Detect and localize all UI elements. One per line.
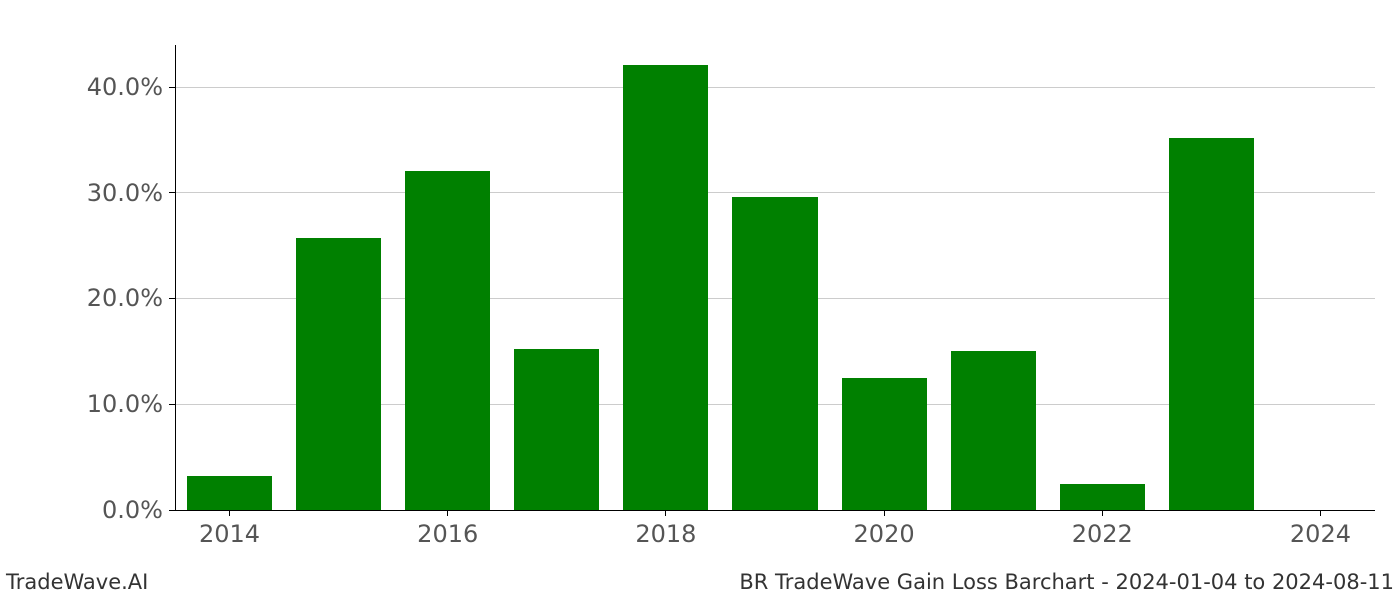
x-axis-line — [175, 510, 1375, 511]
y-tick-mark — [169, 404, 175, 405]
x-tick-mark — [447, 510, 448, 516]
bar — [187, 476, 272, 510]
footer-left-label: TradeWave.AI — [6, 570, 148, 594]
bar — [732, 197, 817, 510]
y-tick-mark — [169, 298, 175, 299]
x-tick-mark — [665, 510, 666, 516]
bar — [623, 65, 708, 510]
x-tick-label: 2014 — [180, 520, 280, 548]
bar — [296, 238, 381, 510]
x-tick-label: 2016 — [398, 520, 498, 548]
x-tick-mark — [229, 510, 230, 516]
plot-area — [175, 45, 1375, 510]
x-tick-mark — [884, 510, 885, 516]
x-tick-label: 2024 — [1270, 520, 1370, 548]
y-tick-label: 30.0% — [43, 179, 163, 207]
y-tick-label: 20.0% — [43, 284, 163, 312]
footer-right-label: BR TradeWave Gain Loss Barchart - 2024-0… — [739, 570, 1394, 594]
x-tick-label: 2018 — [616, 520, 716, 548]
y-tick-label: 40.0% — [43, 73, 163, 101]
x-tick-label: 2020 — [834, 520, 934, 548]
grid-line — [175, 87, 1375, 88]
y-tick-mark — [169, 510, 175, 511]
bar — [405, 171, 490, 510]
bar — [1169, 138, 1254, 510]
x-tick-mark — [1320, 510, 1321, 516]
x-tick-mark — [1102, 510, 1103, 516]
bar — [1060, 484, 1145, 510]
bar — [951, 351, 1036, 510]
chart-container: TradeWave.AI BR TradeWave Gain Loss Barc… — [0, 0, 1400, 600]
y-tick-label: 10.0% — [43, 390, 163, 418]
x-tick-label: 2022 — [1052, 520, 1152, 548]
y-tick-mark — [169, 87, 175, 88]
bar — [514, 349, 599, 510]
y-tick-mark — [169, 192, 175, 193]
y-axis-line — [175, 45, 176, 510]
y-tick-label: 0.0% — [43, 496, 163, 524]
bar — [842, 378, 927, 510]
